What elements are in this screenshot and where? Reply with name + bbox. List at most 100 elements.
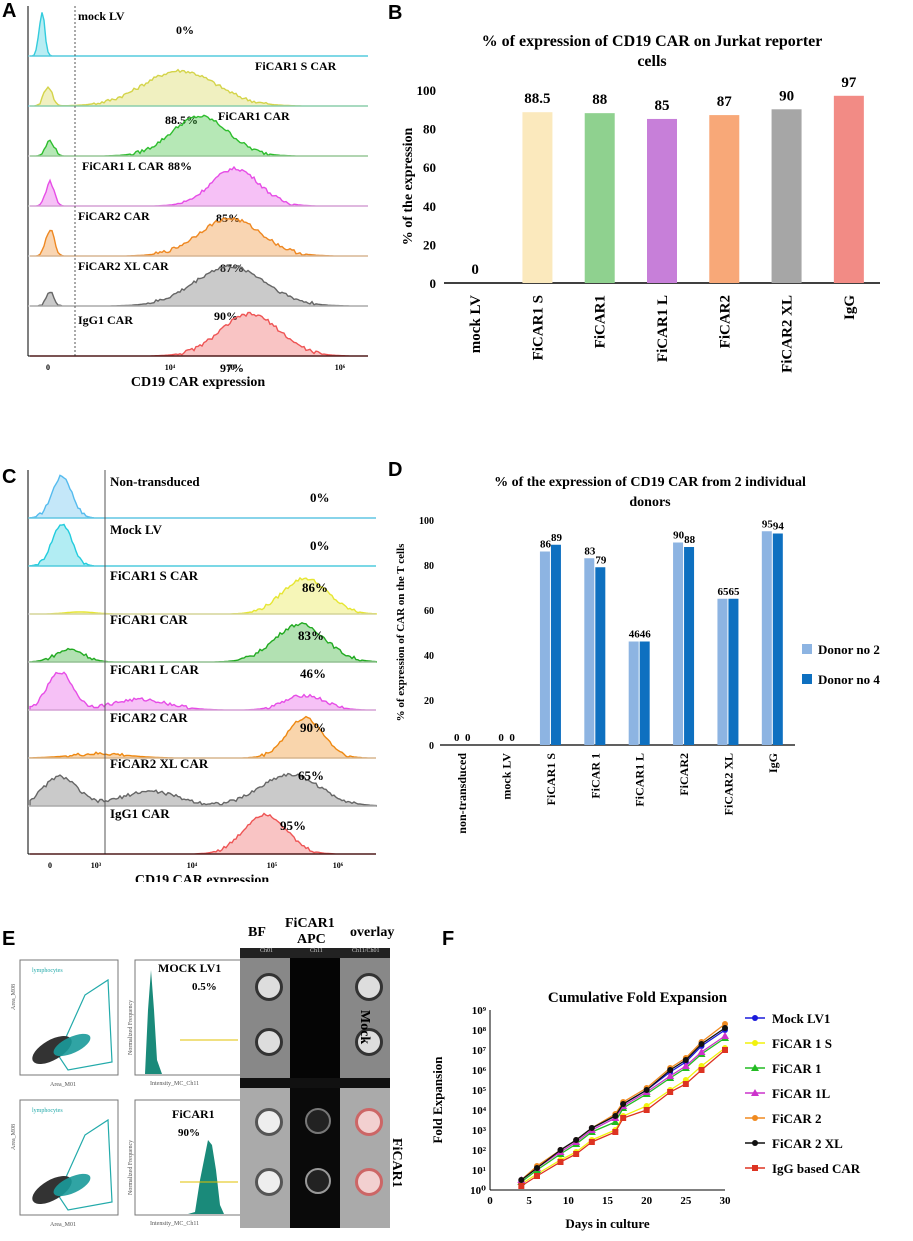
channel-apc: Ch11	[310, 948, 323, 954]
chart-d-value-6-0: 65	[717, 586, 729, 598]
histogram-label-7: IgG1 CAR	[78, 313, 133, 327]
chart-f-legend-label-3: FiCAR 1L	[772, 1086, 830, 1101]
chart-f-legend-marker-2	[751, 1064, 759, 1071]
chart-d-y-tick-4: 80	[424, 561, 434, 572]
histogram-curve-7	[29, 772, 377, 807]
chart-d-value-3-1: 79	[595, 554, 607, 566]
hist-ficar-label: FiCAR1	[172, 1107, 215, 1121]
histogram-curve-4	[30, 165, 368, 207]
chart-f-x-tick-2: 10	[563, 1195, 575, 1207]
chart-f-legend-marker-1	[752, 1040, 758, 1046]
panel-letter-b: B	[388, 2, 403, 24]
chart-f-y-tick-8: 10⁸	[472, 1025, 487, 1037]
histogram-label-6: FiCAR2 CAR	[110, 710, 188, 725]
x-tick-1: 10³	[91, 861, 102, 870]
col-header-overlay: overlay	[350, 925, 395, 940]
chart-f-legend-marker-0	[752, 1015, 758, 1021]
histogram-label-5: FiCAR2 CAR	[78, 209, 150, 223]
chart-d-category-4: FiCAR1 L	[633, 753, 647, 807]
chart-b-value-1: 88.5	[524, 91, 550, 107]
x-axis-title: CD19 CAR expression	[135, 873, 270, 882]
x-tick-3: 10⁵	[267, 861, 278, 870]
chart-f-y-tick-6: 10⁶	[472, 1065, 487, 1077]
chart-d-value-5-0: 90	[673, 530, 685, 542]
chart-b-category-0: mock LV	[468, 295, 484, 353]
chart-b-value-0: 0	[471, 262, 479, 278]
chart-f-point-6-3	[573, 1151, 580, 1157]
chart-b-category-6: IgG	[842, 295, 858, 320]
chart-f-series-line-1	[520, 1047, 726, 1185]
panel-letter-f: F	[442, 928, 455, 950]
chart-d-value-4-0: 46	[629, 629, 641, 641]
chart-d-legend-swatch-1	[802, 674, 812, 684]
histogram-pct-2: 0%	[310, 538, 330, 553]
chart-d-value-1-1: 0	[509, 732, 515, 744]
chart-f-x-tick-0: 0	[487, 1195, 493, 1207]
chart-d-value-5-1: 88	[684, 534, 696, 546]
histogram-pct-3: 86%	[302, 580, 328, 595]
chart-f-point-6-4	[588, 1139, 595, 1145]
chart-b-bar-6	[833, 95, 864, 283]
chart-b-value-5: 90	[779, 88, 794, 104]
microscopy-grid	[240, 958, 390, 1228]
chart-f-point-6-8	[667, 1089, 674, 1095]
chart-f-legend-marker-4	[752, 1115, 758, 1121]
chart-d-value-0-0: 0	[454, 732, 460, 744]
chart-b-y-tick-2: 40	[423, 199, 436, 214]
histogram-curve-3	[30, 114, 368, 157]
chart-b-bar-2	[584, 113, 615, 283]
chart-f-legend-label-6: IgG based CAR	[772, 1161, 861, 1176]
x-tick-0: 0	[46, 363, 50, 372]
chart-f-point-6-9	[682, 1081, 689, 1087]
chart-f-point-6-2	[557, 1159, 564, 1165]
chart-d-legend-swatch-0	[802, 644, 812, 654]
chart-b-value-4: 87	[717, 94, 733, 110]
chart-d-bar-4-1	[639, 641, 650, 745]
chart-f-x-label: Days in culture	[565, 1216, 649, 1231]
chart-d-bar-4-0	[628, 641, 639, 745]
histogram-label-2: Mock LV	[110, 522, 162, 537]
chart-f-y-label: Fold Expansion	[430, 1056, 445, 1144]
chart-f-title: Cumulative Fold Expansion	[548, 990, 728, 1006]
chart-d-y-tick-1: 20	[424, 696, 434, 707]
cell-apc-4	[305, 1168, 331, 1194]
channel-bf: Ch01	[260, 948, 274, 954]
chart-b-y-tick-5: 100	[417, 83, 437, 98]
chart-f-x-tick-3: 15	[602, 1195, 614, 1207]
chart-f-point-6-6	[620, 1115, 627, 1121]
chart-d-value-2-0: 86	[540, 539, 552, 551]
chart-d-category-1: mock LV	[500, 753, 514, 800]
chart-b-bar-3	[647, 118, 677, 283]
chart-f-point-5-11	[722, 1025, 728, 1031]
chart-f-point-5-3	[573, 1137, 580, 1143]
histogram-curve-2	[30, 68, 368, 107]
chart-f-y-tick-5: 10⁵	[472, 1085, 487, 1097]
hist-xlabel-bottom: Intensity_MC_Ch11	[150, 1221, 199, 1227]
chart-f-legend-label-5: FiCAR 2 XL	[772, 1136, 843, 1151]
hist-xlabel-top: Intensity_MC_Ch11	[150, 1081, 199, 1087]
channel-overlay: Ch11/Ch01	[352, 948, 380, 954]
apc-mock-tile	[290, 958, 340, 1078]
chart-d-bar-6-0	[717, 598, 728, 745]
chart-f-series-line-3	[520, 1035, 726, 1181]
histogram-label-1: Non-transduced	[110, 474, 200, 489]
histogram-label-3: FiCAR1 S CAR	[110, 568, 199, 583]
chart-b-title-line2: cells	[637, 53, 666, 70]
cell-ov-1	[355, 973, 383, 1001]
x-tick-1: 10⁴	[165, 363, 176, 372]
scatter-ylabel-top: Area_M08	[11, 984, 17, 1010]
chart-b-y-tick-3: 60	[423, 160, 436, 175]
x-tick-2: 10⁵	[227, 363, 238, 372]
chart-f-y-tick-1: 10¹	[472, 1165, 486, 1177]
histogram-label-6: FiCAR2 XL CAR	[78, 259, 169, 273]
panel-c-histograms: Non-transduced 0% Mock LV 0% FiCAR1 S CAR 86%…	[27, 470, 377, 882]
panel-letter-a: A	[2, 0, 17, 22]
x-tick-0: 0	[48, 861, 52, 870]
histogram-label-4: FiCAR1 CAR	[110, 612, 188, 627]
chart-f-legend-label-4: FiCAR 2	[772, 1111, 821, 1126]
chart-f-point-5-9	[682, 1057, 689, 1063]
histogram-label-2: FiCAR1 S CAR	[255, 59, 337, 73]
chart-b-y-tick-4: 80	[423, 122, 436, 137]
panel-e-flow-plots: lymphocytes Area_M01 Area_M08 lymphocyte…	[11, 959, 244, 1228]
chart-f-x-tick-6: 30	[720, 1195, 732, 1207]
